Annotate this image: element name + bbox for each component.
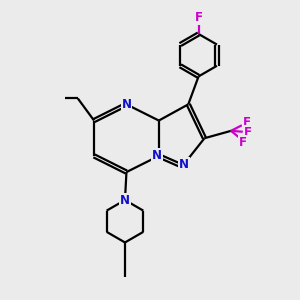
Text: N: N [152,149,162,162]
Text: N: N [122,98,131,111]
Text: F: F [239,136,247,148]
Text: N: N [120,194,130,207]
Text: F: F [243,116,251,129]
Text: N: N [179,158,189,171]
Text: F: F [195,11,203,24]
Text: F: F [244,126,252,139]
